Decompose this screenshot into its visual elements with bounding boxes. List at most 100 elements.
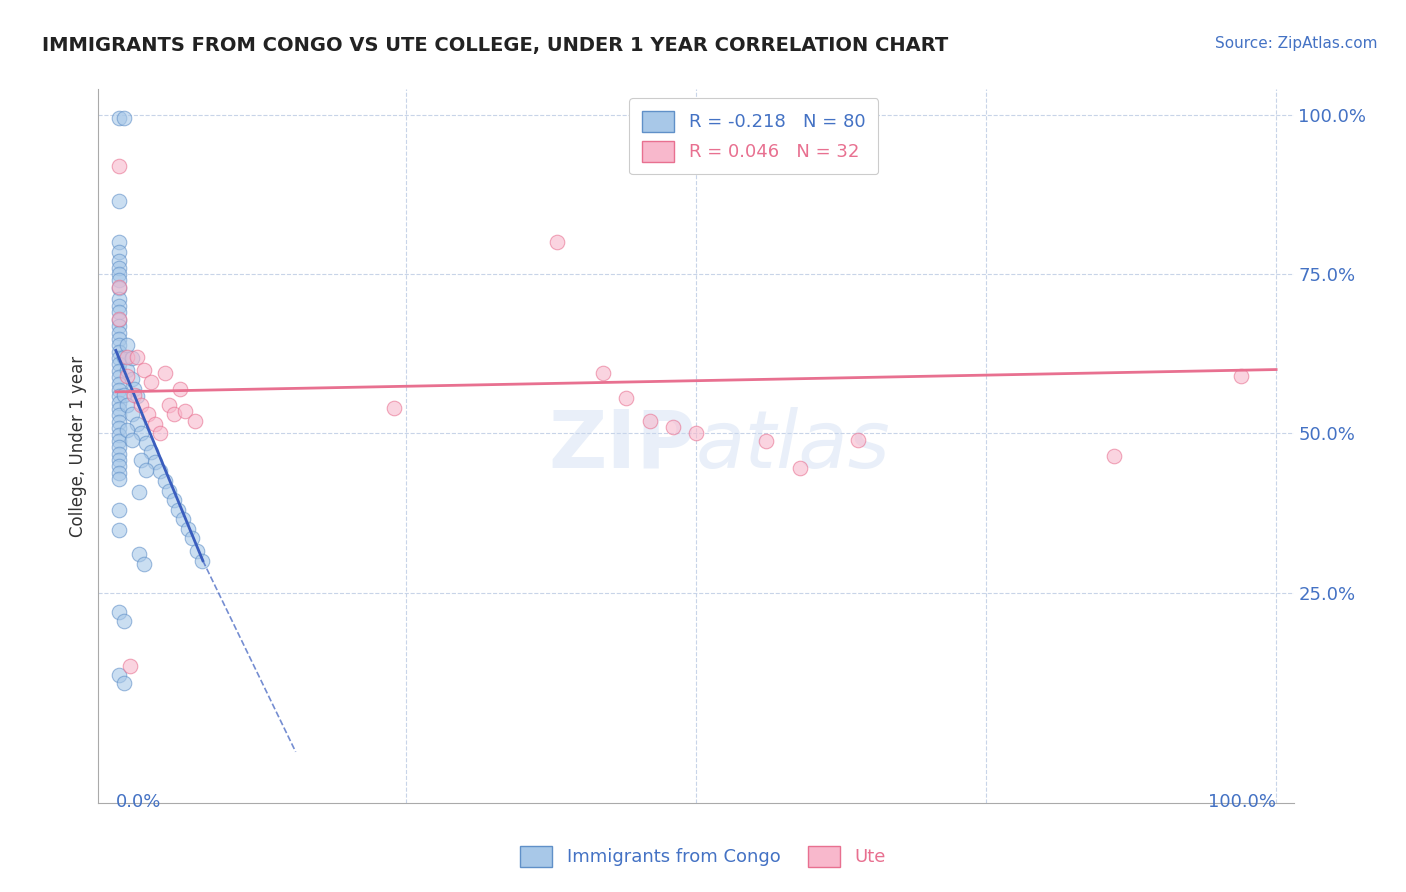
Point: [108, 358, 131, 372]
Y-axis label: College, Under 1 year: College, Under 1 year: [69, 355, 87, 537]
Point: [108, 313, 131, 327]
Point: [108, 332, 131, 346]
Point: [181, 532, 204, 546]
Point: [108, 338, 131, 352]
Legend: Immigrants from Congo, Ute: Immigrants from Congo, Ute: [513, 838, 893, 874]
Point: [169, 382, 191, 396]
Point: [108, 159, 131, 173]
Point: [1102, 449, 1125, 463]
Point: [143, 455, 166, 469]
Point: [112, 388, 135, 402]
Point: [108, 453, 131, 467]
Point: [157, 398, 180, 412]
Point: [136, 407, 159, 421]
Point: [108, 319, 131, 334]
Point: [125, 417, 148, 431]
Point: [117, 368, 139, 383]
Point: [848, 433, 870, 447]
Point: [108, 235, 131, 249]
Point: [167, 502, 190, 516]
Point: [108, 434, 131, 448]
Point: [172, 512, 194, 526]
Point: [190, 554, 212, 568]
Point: [546, 235, 568, 249]
Point: [157, 483, 180, 498]
Point: [1230, 368, 1253, 383]
Point: [108, 260, 131, 275]
Point: [118, 658, 141, 673]
Point: [186, 544, 208, 558]
Point: [614, 391, 637, 405]
Text: 100.0%: 100.0%: [1208, 793, 1277, 811]
Point: [139, 376, 162, 390]
Point: [124, 382, 146, 396]
Point: [125, 389, 148, 403]
Point: [149, 465, 172, 479]
Point: [139, 445, 162, 459]
Point: [153, 366, 176, 380]
Point: [163, 407, 186, 421]
Point: [108, 267, 131, 281]
Point: [108, 502, 131, 516]
Point: [108, 111, 131, 125]
Point: [183, 413, 205, 427]
Point: [131, 426, 153, 441]
Point: [124, 388, 146, 402]
Text: atlas: atlas: [696, 407, 891, 485]
Point: [121, 372, 143, 386]
Point: [108, 311, 131, 326]
Text: ZIP: ZIP: [548, 407, 696, 485]
Point: [121, 407, 143, 421]
Text: IMMIGRANTS FROM CONGO VS UTE COLLEGE, UNDER 1 YEAR CORRELATION CHART: IMMIGRANTS FROM CONGO VS UTE COLLEGE, UN…: [42, 36, 949, 54]
Point: [382, 401, 405, 415]
Text: Source: ZipAtlas.com: Source: ZipAtlas.com: [1215, 36, 1378, 51]
Point: [108, 376, 131, 391]
Point: [135, 462, 157, 476]
Point: [592, 366, 614, 380]
Legend: R = -0.218   N = 80, R = 0.046   N = 32: R = -0.218 N = 80, R = 0.046 N = 32: [630, 98, 879, 174]
Point: [638, 413, 661, 427]
Point: [149, 426, 172, 441]
Point: [131, 398, 153, 412]
Point: [112, 676, 135, 690]
Point: [108, 472, 131, 486]
Point: [117, 423, 139, 437]
Point: [108, 409, 131, 423]
Point: [108, 344, 131, 359]
Point: [108, 299, 131, 313]
Point: [755, 434, 778, 448]
Point: [108, 254, 131, 268]
Point: [108, 605, 131, 619]
Point: [153, 474, 176, 488]
Point: [117, 362, 139, 376]
Point: [112, 614, 135, 628]
Point: [108, 244, 131, 259]
Point: [108, 459, 131, 474]
Point: [108, 421, 131, 435]
Point: [108, 523, 131, 537]
Point: [108, 279, 131, 293]
Point: [121, 433, 143, 447]
Point: [163, 493, 186, 508]
Point: [108, 194, 131, 208]
Point: [108, 389, 131, 403]
Point: [108, 383, 131, 397]
Point: [143, 417, 166, 431]
Point: [108, 326, 131, 340]
Point: [108, 370, 131, 384]
Point: [112, 111, 135, 125]
Point: [121, 351, 143, 365]
Point: [108, 415, 131, 429]
Point: [108, 395, 131, 409]
Point: [108, 447, 131, 461]
Point: [128, 484, 150, 499]
Point: [108, 305, 131, 319]
Point: [108, 351, 131, 365]
Point: [117, 350, 139, 364]
Point: [685, 426, 707, 441]
Point: [131, 453, 153, 467]
Point: [108, 427, 131, 442]
Point: [112, 350, 135, 364]
Point: [132, 557, 155, 571]
Point: [108, 466, 131, 480]
